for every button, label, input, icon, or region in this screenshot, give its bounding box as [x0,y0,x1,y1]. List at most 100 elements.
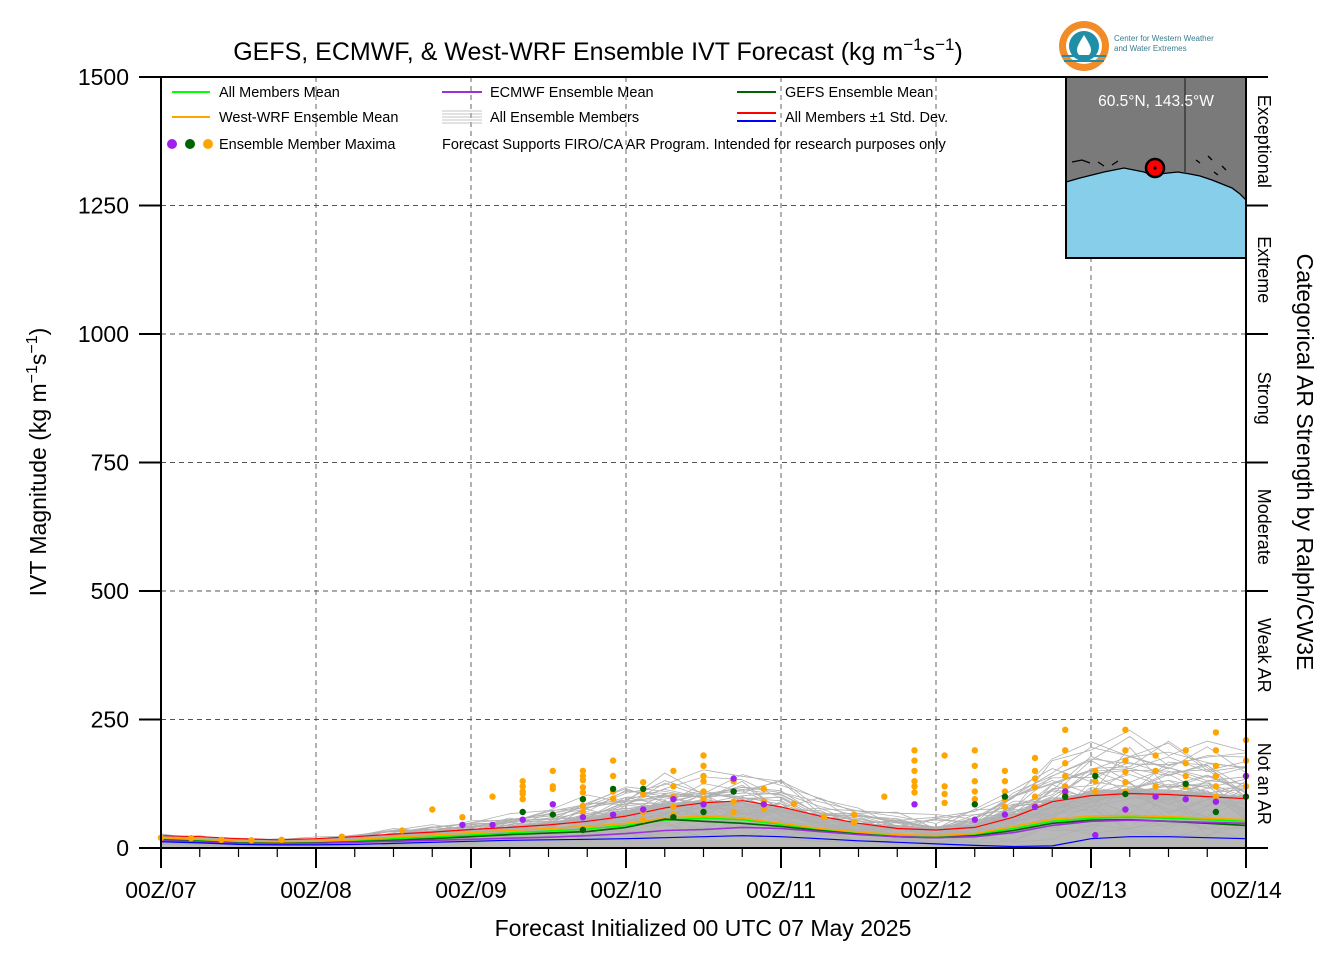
legend-label-ecmwf-mean: ECMWF Ensemble Mean [490,85,654,101]
maxima-dot-westwrf [730,798,737,805]
maxima-dot-westwrf [881,793,888,800]
legend-label-gefs-mean: GEFS Ensemble Mean [785,85,933,101]
x-tick-label: 00Z/07 [125,877,197,903]
maxima-dot-ecmwf [670,796,677,803]
series-std_lower [160,835,1247,848]
maxima-dot-westwrf [1062,726,1069,733]
maxima-dot-westwrf [911,789,918,796]
maxima-dot-westwrf [851,819,858,826]
maxima-dot-westwrf [640,790,647,798]
maxima-dot-westwrf [1092,767,1099,775]
maxima-dot-westwrf [1212,729,1220,736]
maxima-dot-westwrf [760,805,767,813]
y-tick-label: 1000 [78,321,129,347]
maxima-dot-westwrf [1062,747,1069,754]
y-tick-label: 750 [91,450,129,476]
maxima-dot-westwrf [700,788,707,795]
ocean-area [1066,168,1246,258]
maxima-dot-westwrf [1122,757,1129,764]
maxima-dot-westwrf [1001,767,1009,775]
ar-categories: Not an AR Weak AR Moderate Strong Extreme Exc… [1246,76,1274,849]
maxima-dot-ecmwf [1122,806,1129,813]
maxima-dot-westwrf [1092,778,1099,785]
category-label: Strong [1254,372,1274,425]
maxima-dot-westwrf [1062,760,1069,767]
maxima-dot-westwrf [519,778,526,785]
maxima-dot-westwrf [609,757,617,764]
maxima-dot-gefs [640,785,647,793]
y-tick-label: 0 [116,835,129,861]
category-label: Extreme [1254,236,1274,303]
maxima-dot-gefs [700,808,707,816]
maxima-dot-westwrf [790,800,798,807]
maxima-dot-westwrf [609,795,617,802]
maxima-dot-westwrf [1182,772,1189,780]
tick-labels: 0 250 500 750 1000 1250 1500 00Z/07 00Z/08 00Z/09… [78,64,1282,903]
category-label: Not an AR [1254,743,1274,825]
maxima-dot-westwrf [670,767,677,775]
water-drop-icon [1077,35,1091,57]
maxima-dot-westwrf [911,747,918,754]
y-tick-label: 500 [91,578,129,604]
x-tick-label: 00Z/12 [900,877,972,903]
maxima-dot-gefs [1092,772,1099,780]
maxima-dot-westwrf [338,833,345,840]
maxima-dot-westwrf [1182,747,1189,754]
maxima-dot-westwrf [941,752,948,759]
maxima-dot-westwrf [1001,803,1009,811]
maxima-dot-westwrf [760,785,767,793]
maxima-dot-westwrf [1212,772,1220,780]
series-all_mean [160,816,1247,844]
maxima-dot-westwrf [579,802,587,810]
maxima-dot-gefs [1001,793,1009,800]
maxima-dot-westwrf [911,778,918,785]
maxima-dot-ecmwf [1182,796,1189,803]
maxima-dot-ecmwf [609,811,617,818]
maxima-dot-westwrf [640,779,647,786]
logo-text-line2: and Water Extremes [1114,44,1187,53]
maxima-dot-ecmwf [760,801,767,808]
maxima-dot-westwrf [218,836,225,843]
maxima-dot-gefs [1182,780,1189,787]
maxima-dot-westwrf [278,836,285,843]
maxima-dot-westwrf [398,827,406,834]
maxima-dot-westwrf [820,814,828,821]
legend-swatch-all-members [442,110,482,124]
right-axis-label: Categorical AR Strength by Ralph/CW3E [1292,254,1318,671]
x-tick-label: 00Z/09 [435,877,507,903]
maxima-dot-westwrf [187,835,195,842]
legend-label-std-dev: All Members ±1 Std. Dev. [785,110,948,126]
x-tick-label: 00Z/13 [1055,877,1127,903]
maxima-dot-gefs [579,826,587,834]
maxima-dot-ecmwf [549,801,556,808]
legend-dot-green [185,139,195,149]
maxima-dot-westwrf [700,772,707,780]
maxima-dot-gefs [1212,808,1220,816]
maxima-dot-ecmwf [1062,788,1069,795]
cw3e-logo: Center for Western Weather and Water Ext… [1059,21,1214,71]
x-tick-label: 00Z/14 [1210,877,1282,903]
y-tick-label: 1500 [78,64,129,90]
maxima-dot-westwrf [459,814,466,821]
maxima-dot-westwrf [1062,772,1069,780]
maxima-dot-westwrf [519,790,526,798]
y-tick-label: 250 [91,707,129,733]
x-tick-label: 00Z/11 [746,877,816,903]
maxima-dot-ecmwf [519,816,526,823]
logo-text-line1: Center for Western Weather [1114,34,1214,43]
maxima-dot-westwrf [1182,760,1189,767]
maxima-dot-westwrf [1092,788,1099,795]
chart-title: GEFS, ECMWF, & West-WRF Ensemble IVT For… [233,35,963,66]
legend-label-all-members-mean: All Members Mean [219,85,340,101]
x-axis-label: Forecast Initialized 00 UTC 07 May 2025 [495,915,912,941]
maxima-dot-westwrf [1001,788,1009,795]
maxima-dot-westwrf [1152,752,1159,759]
maxima-dot-gefs [519,808,526,816]
maxima-dot-ecmwf [1152,793,1159,800]
x-tick-label: 00Z/08 [280,877,352,903]
maxima-dot-westwrf [1212,793,1220,800]
maxima-dot-westwrf [971,788,978,795]
maxima-dot-westwrf [941,799,948,806]
maxima-dot-westwrf [519,783,526,790]
maxima-dot-westwrf [941,783,948,790]
